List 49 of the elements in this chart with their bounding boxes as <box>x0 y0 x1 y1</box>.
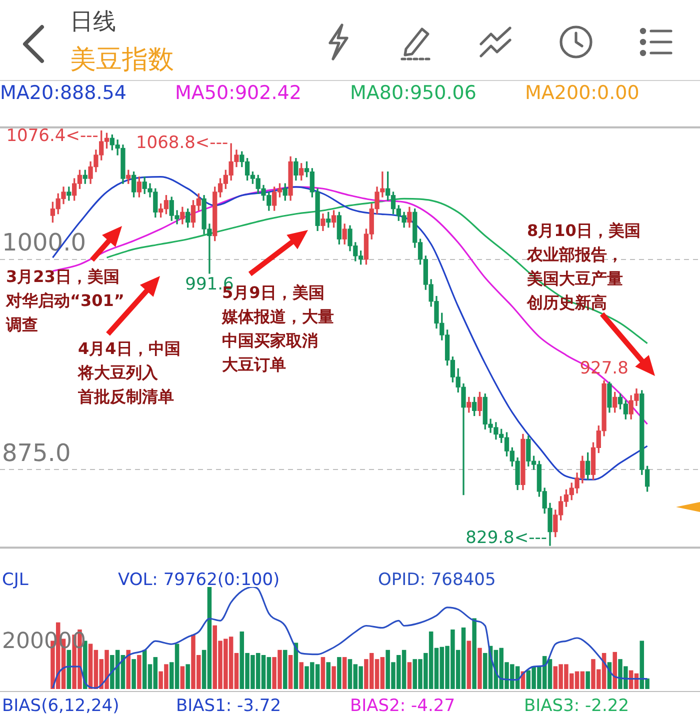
bar <box>137 655 142 689</box>
text: MA80:950.06 <box>350 82 476 104</box>
annotation: VOL: 79762(0:100) <box>118 570 280 590</box>
bar <box>586 671 590 689</box>
bar <box>342 657 347 689</box>
annotation: 8月10日，美国 <box>527 220 640 242</box>
annotation: 4月4日，中国 <box>78 338 180 360</box>
annotation: 将大豆列入 <box>78 362 158 384</box>
chart-title: 日线 <box>70 8 116 37</box>
chart-title: CJL <box>2 570 28 590</box>
bar <box>612 652 617 689</box>
bar <box>288 655 293 689</box>
annotation: 1068.8<--- <box>136 132 228 153</box>
y-tick-label: 875.0 <box>2 438 71 467</box>
bar <box>283 650 288 689</box>
annotation: 农业部报告， <box>527 244 623 266</box>
chart-subtitle: 美豆指数 <box>70 44 174 77</box>
annotation: 中国买家取消 <box>222 330 318 352</box>
bar <box>299 662 304 689</box>
annotation: 首批反制清单 <box>78 386 174 408</box>
bar <box>478 648 482 689</box>
series-label: OPID: 768405 <box>378 570 496 590</box>
text: MA20:888.54 <box>0 82 126 104</box>
bar <box>83 640 88 689</box>
bar <box>472 618 476 689</box>
bar <box>66 650 72 689</box>
annotation: 大豆订单 <box>222 354 286 376</box>
text: MA200:0.00 <box>525 82 640 104</box>
annotation: 1076.4<--- <box>6 126 98 146</box>
bar <box>132 659 136 689</box>
bar <box>337 657 342 689</box>
annotation: 对华启动“301” <box>6 290 124 312</box>
bar <box>320 657 326 689</box>
bar <box>332 666 336 689</box>
text: BIAS3: -2.22 <box>524 696 630 716</box>
text: BIAS2: -4.27 <box>350 696 456 716</box>
annotation: 媒体报道，大量 <box>222 306 334 328</box>
bar <box>326 662 331 689</box>
bar <box>407 662 412 689</box>
text: MA50:902.42 <box>175 82 302 104</box>
annotation: 829.8<--- <box>466 528 548 548</box>
bar <box>466 640 472 689</box>
bar <box>180 666 185 689</box>
bar <box>186 664 190 689</box>
text: 调查 <box>6 314 38 336</box>
text: BIAS(6,12,24) <box>2 696 120 716</box>
text: BIAS1: -3.72 <box>176 696 282 716</box>
annotation: 3月23日，美国 <box>6 266 120 288</box>
bar <box>126 650 131 689</box>
